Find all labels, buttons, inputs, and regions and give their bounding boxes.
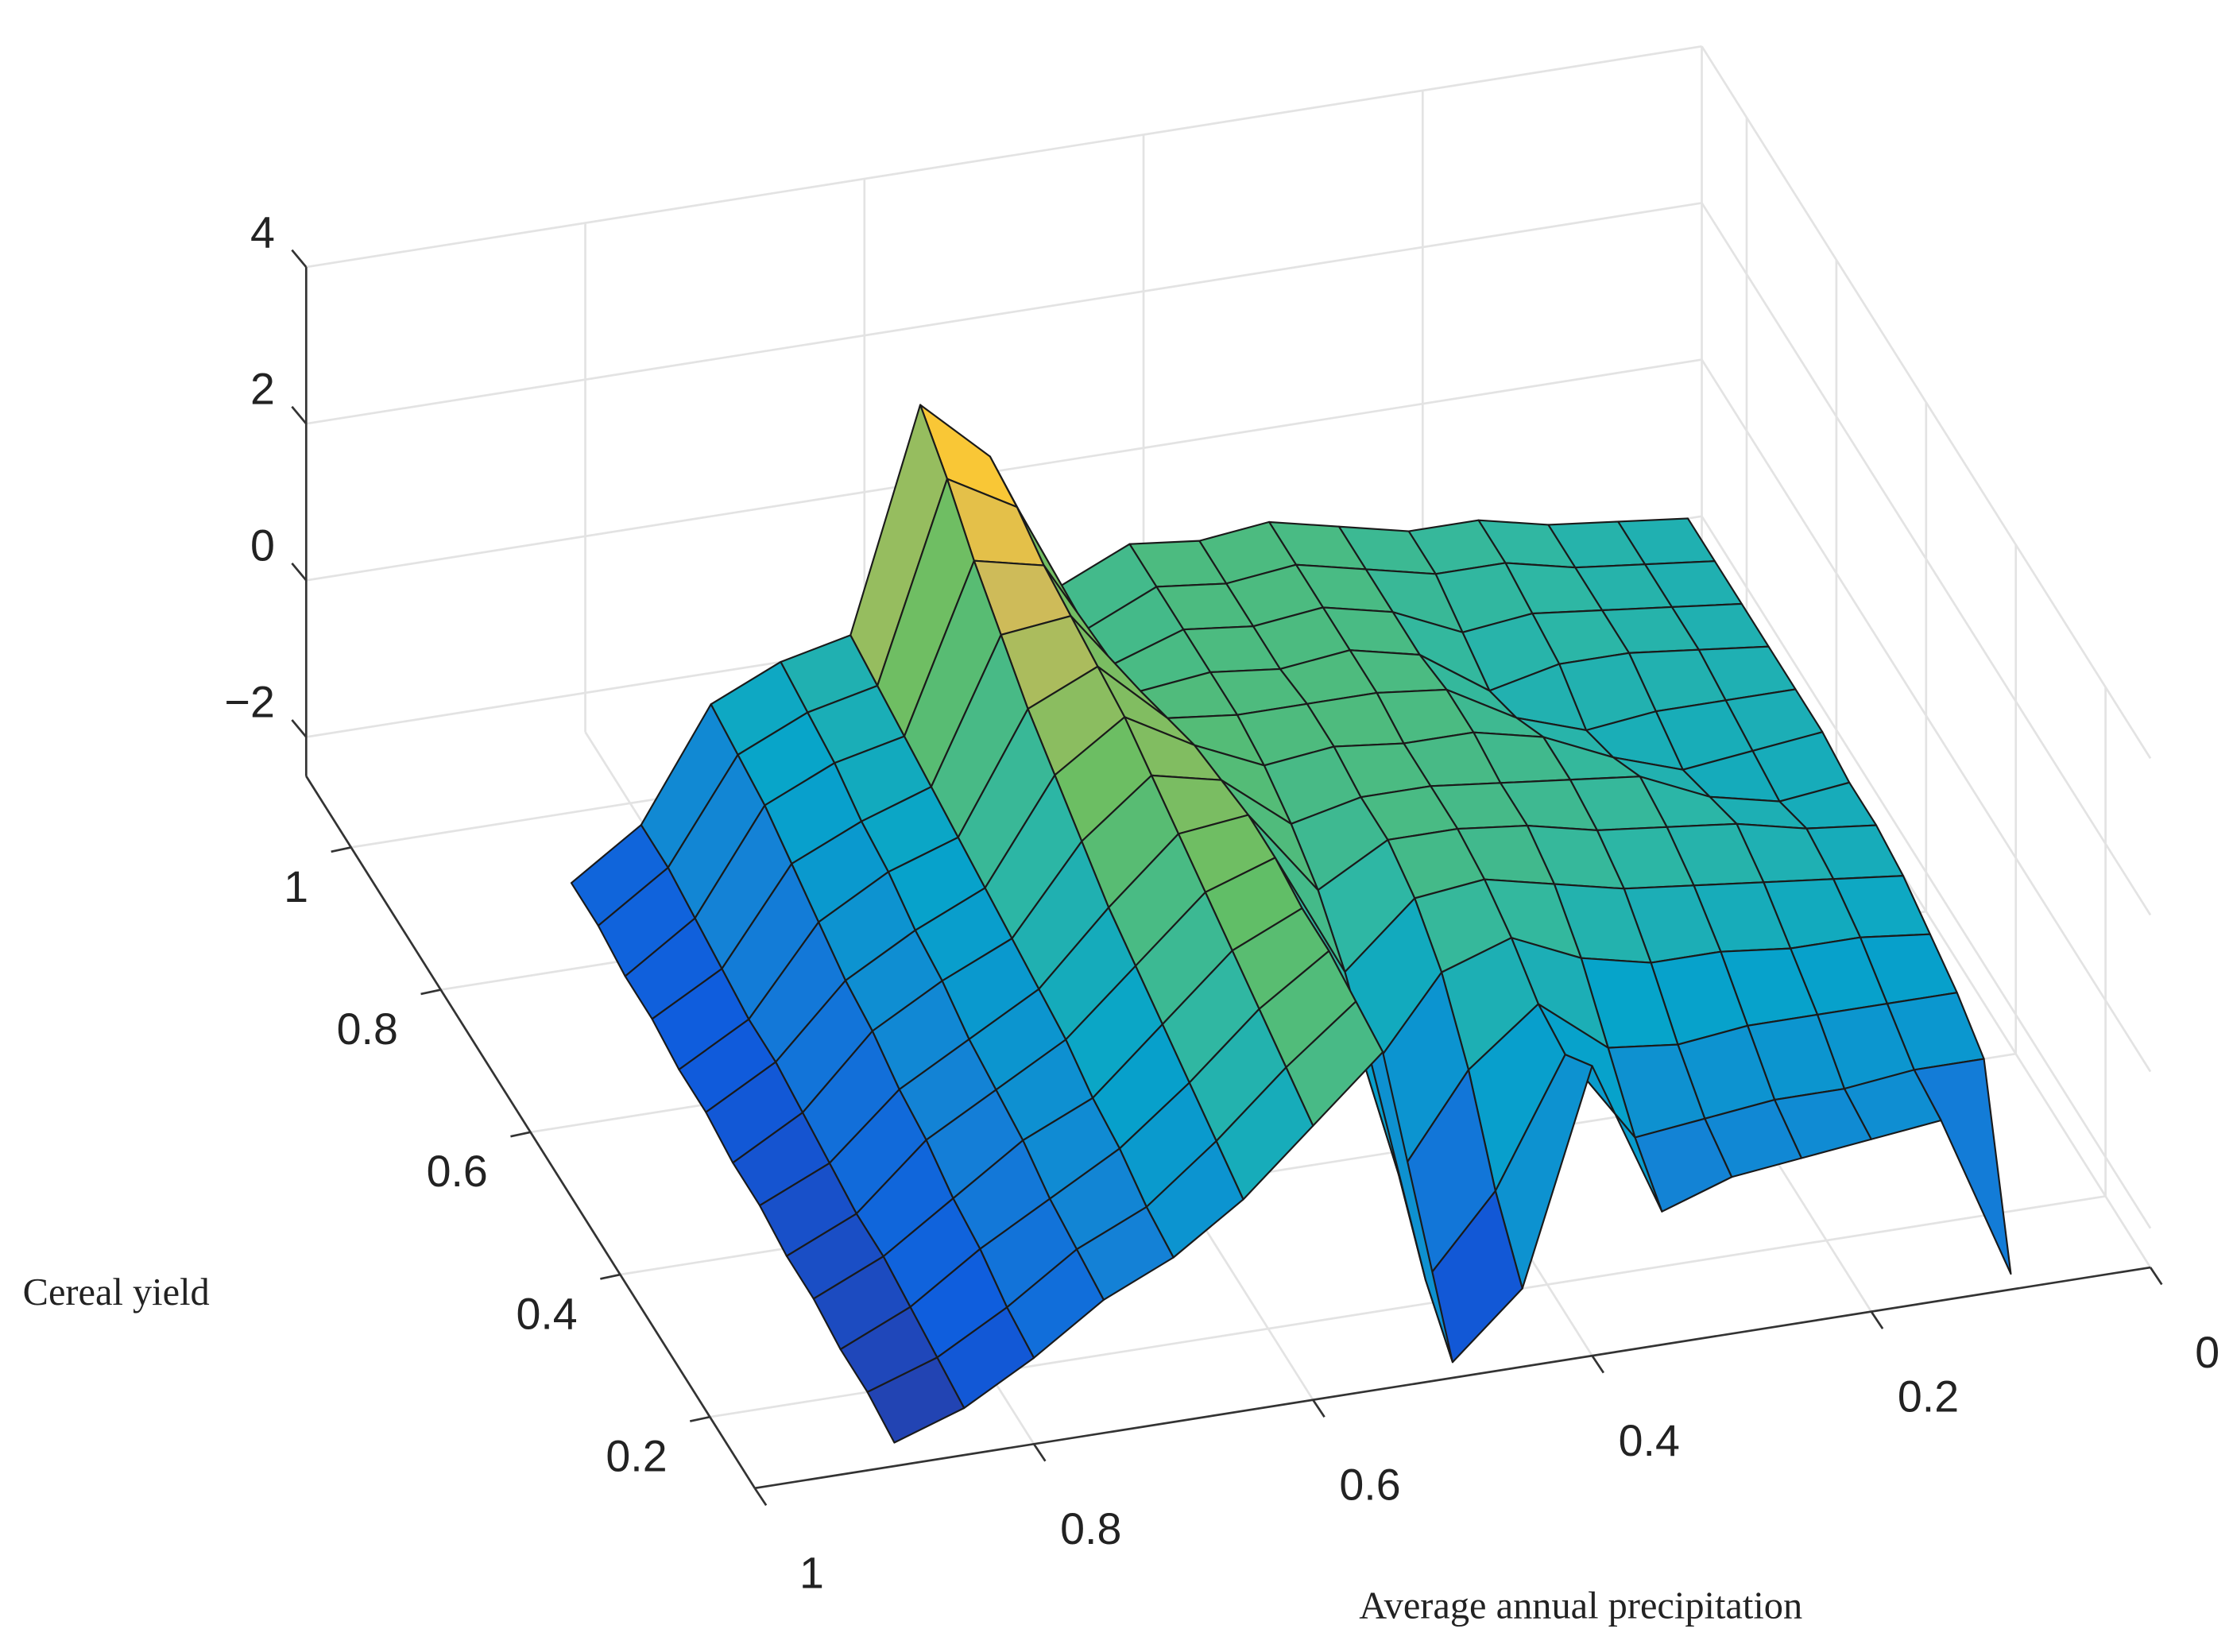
x-tick-label: 0.6 [1339, 1460, 1400, 1509]
x-tick [1032, 1443, 1047, 1462]
grid-line [306, 45, 1702, 269]
x-tick [1312, 1399, 1325, 1418]
y-tick-label: 0.8 [337, 1004, 398, 1054]
grid-line [1701, 516, 2152, 1229]
x-tick-label: 0 [2195, 1328, 2219, 1377]
y-tick-label: 1 [284, 862, 308, 911]
x-axis [754, 1266, 2151, 1490]
grid-line [1701, 202, 2152, 916]
x-tick [1870, 1310, 1884, 1329]
y-tick-label: 0.6 [427, 1147, 488, 1196]
x-tick [1591, 1355, 1605, 1374]
y-tick [420, 988, 441, 996]
z-tick-label: 4 [250, 207, 275, 257]
y-tick-label: 0.2 [606, 1432, 667, 1481]
x-tick-label: 0.8 [1060, 1504, 1121, 1553]
z-tick [291, 249, 308, 268]
x-tick-label: 0.4 [1619, 1416, 1680, 1465]
z-tick [291, 562, 308, 582]
z-tick [291, 405, 308, 425]
surface-patch [1913, 1058, 2012, 1275]
x-axis-label: Average annual precipitation [1359, 1584, 1802, 1627]
grid-line [306, 202, 1702, 425]
y-tick-label: 0.4 [516, 1289, 577, 1338]
y-tick [331, 846, 352, 853]
x-tick [2149, 1267, 2163, 1286]
y-tick [510, 1131, 531, 1138]
y-tick [689, 1415, 710, 1422]
z-tick-label: 0 [250, 521, 275, 571]
x-tick [753, 1488, 768, 1507]
z-tick-label: −2 [225, 678, 275, 727]
grid-line [1701, 45, 2152, 760]
y-axis-label: Cereal yield [23, 1271, 210, 1313]
surface-patch [866, 1356, 966, 1444]
grid-line [306, 358, 1702, 582]
x-tick-label: 0.2 [1898, 1372, 1959, 1421]
z-tick [291, 719, 308, 738]
grid-line [1701, 358, 2152, 1073]
z-tick-label: 2 [250, 364, 275, 413]
y-tick [600, 1273, 621, 1280]
x-tick-label: 1 [799, 1549, 824, 1598]
